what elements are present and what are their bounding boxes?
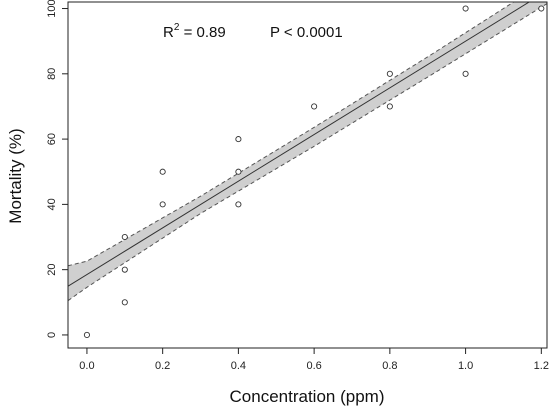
data-point	[538, 5, 545, 12]
plot-frame	[67, 1, 548, 349]
x-tick-label: 0.8	[382, 360, 397, 372]
y-tick-label: 40	[46, 198, 58, 210]
y-tick-label: 20	[46, 264, 58, 276]
y-tick-label: 0	[46, 332, 58, 338]
y-axis-title: Mortality (%)	[6, 128, 25, 223]
confidence-band	[68, 2, 547, 301]
data-point	[235, 136, 242, 143]
y-axis-ticks: 0 20 40 60 80 100	[46, 0, 68, 338]
x-tick-label: 0.4	[231, 360, 246, 372]
data-point	[121, 266, 128, 273]
y-tick-label: 80	[46, 68, 58, 80]
data-point	[121, 233, 128, 241]
data-point	[462, 5, 469, 12]
x-tick-label: 0.6	[306, 360, 321, 372]
x-axis-ticks: 0.0 0.2 0.4 0.6 0.8 1.0 1.2	[79, 348, 549, 372]
data-point	[121, 299, 128, 306]
y-tick-label: 100	[46, 0, 58, 18]
data-point	[386, 103, 393, 110]
data-point	[83, 331, 90, 338]
confidence-band-upper-edge	[68, 2, 515, 267]
r-squared-annotation: R2 = 0.89	[163, 22, 226, 41]
data-points	[83, 5, 545, 338]
data-point	[159, 201, 166, 208]
data-point	[311, 103, 318, 110]
data-point	[386, 70, 393, 77]
x-axis-title: Concentration (ppm)	[230, 387, 385, 406]
data-point	[462, 70, 469, 77]
data-point	[235, 201, 242, 208]
x-tick-label: 0.2	[155, 360, 170, 372]
data-point	[159, 168, 166, 175]
x-tick-label: 0.0	[79, 360, 94, 372]
p-value-annotation: P < 0.0001	[270, 24, 343, 41]
data-point	[235, 168, 242, 175]
confidence-band-lower-edge	[68, 3, 547, 302]
regression-line	[68, 2, 531, 287]
y-tick-label: 60	[46, 133, 58, 145]
fit-layer	[68, 2, 547, 302]
x-tick-label: 1.0	[458, 360, 473, 372]
x-tick-label: 1.2	[534, 360, 549, 372]
